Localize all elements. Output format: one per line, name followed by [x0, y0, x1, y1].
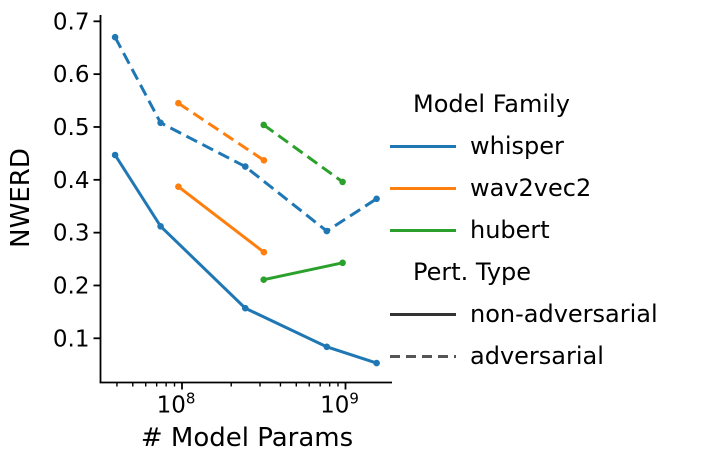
legend-item-non-adversarial: non-adversarial [388, 293, 708, 335]
data-point-marker [157, 223, 164, 230]
y-tick-label: 0.6 [53, 62, 90, 88]
y-tick-label: 0.3 [53, 221, 90, 247]
legend-pert-section-title-row: Pert. Type [388, 251, 708, 293]
y-tick-label: 0.2 [53, 273, 90, 299]
x-tick-label: 109 [320, 390, 359, 419]
legend-pert-title: Pert. Type [413, 258, 532, 286]
wav2vec2-line-swatch-icon [390, 186, 456, 190]
data-point-marker [260, 276, 268, 284]
series-line [177, 185, 265, 254]
hubert-line-swatch-icon [390, 228, 456, 232]
data-point-marker [175, 99, 182, 107]
legend-item-wav2vec2: wav2vec2 [388, 167, 708, 209]
data-point-marker [260, 248, 268, 256]
series-whisper-adversarial [111, 33, 380, 235]
series-wav2vec2-non-adversarial [175, 183, 268, 256]
x-axis-label: # Model Params [140, 423, 354, 453]
series-line [177, 101, 265, 162]
whisper-line-swatch-icon [390, 144, 456, 148]
data-point-marker [111, 33, 119, 41]
series-hubert-non-adversarial [260, 259, 346, 284]
legend-item-whisper: whisper [388, 125, 708, 167]
y-tick-label: 0.4 [53, 168, 90, 194]
legend-label-whisper: whisper [470, 132, 564, 160]
data-point-marker [175, 183, 182, 190]
data-point-marker [373, 195, 380, 203]
dashed-line-swatch-icon [390, 354, 456, 358]
data-point-marker [242, 163, 249, 170]
data-point-marker [339, 259, 346, 267]
legend-item-hubert: hubert [388, 209, 708, 251]
series-whisper-non-adversarial [111, 151, 380, 367]
solid-line-swatch-icon [390, 312, 456, 316]
y-tick-label: 0.5 [53, 115, 90, 141]
data-point-marker [339, 178, 346, 186]
data-point-marker [260, 157, 268, 164]
data-point-marker [157, 119, 164, 127]
series-line [263, 261, 343, 282]
legend-family-title: Model Family [413, 90, 570, 118]
x-tick-label: 108 [157, 390, 196, 419]
legend: Model Family whisper wav2vec2 hubert Per… [388, 83, 708, 377]
series-line [113, 36, 378, 233]
series-hubert-adversarial [260, 121, 346, 186]
data-point-marker [260, 121, 268, 129]
series-wav2vec2-adversarial [175, 99, 268, 164]
data-point-marker [111, 151, 119, 159]
legend-family-section-title-row: Model Family [388, 83, 708, 125]
legend-label-non-adversarial: non-adversarial [470, 300, 658, 328]
x-axis: 108 109 [116, 382, 359, 419]
axes-spines [99, 15, 392, 384]
y-tick-label: 0.1 [53, 326, 90, 352]
y-tick-label: 0.7 [53, 9, 90, 35]
y-axis: 0.1 0.2 0.3 0.4 0.5 0.6 0.7 [53, 9, 101, 352]
data-point-marker [323, 227, 331, 235]
legend-item-adversarial: adversarial [388, 335, 708, 377]
series-line [113, 154, 378, 365]
data-point-marker [373, 359, 380, 367]
series-line [262, 123, 344, 184]
legend-label-hubert: hubert [470, 216, 550, 244]
data-point-marker [242, 304, 249, 312]
data-point-marker [323, 343, 331, 351]
legend-label-adversarial: adversarial [470, 342, 604, 370]
legend-label-wav2vec2: wav2vec2 [470, 174, 592, 202]
y-axis-label: NWERD [6, 148, 36, 248]
